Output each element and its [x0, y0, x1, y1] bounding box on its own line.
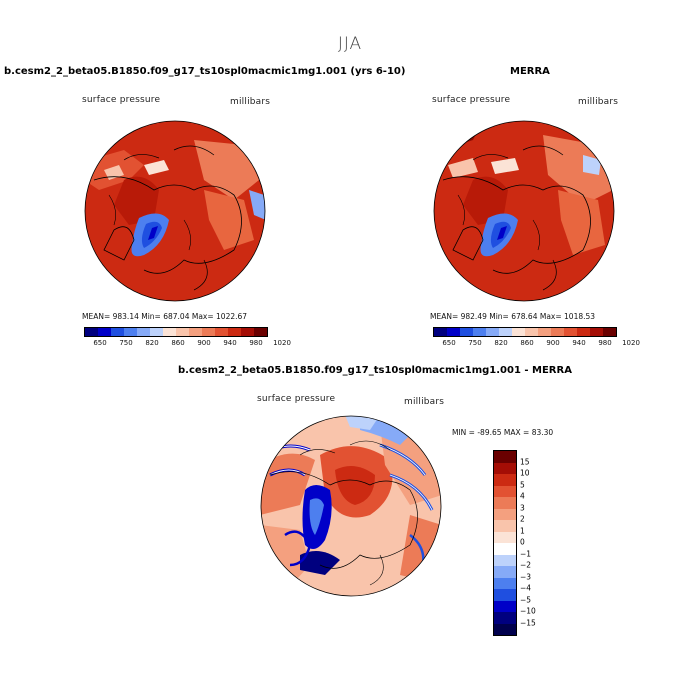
- colorbar-tick-label: −2: [520, 560, 532, 570]
- colorbar-swatch: [124, 328, 137, 336]
- colorbar-tick-label: 1: [520, 526, 525, 535]
- colorbar-swatch: [494, 577, 516, 589]
- colorbar-swatch: [202, 328, 215, 336]
- colorbar-swatch: [434, 328, 447, 336]
- colorbar-tick-label: −1: [520, 549, 532, 558]
- obs-field-label: surface pressure: [432, 95, 511, 105]
- colorbar-tick-label: −4: [520, 583, 532, 593]
- colorbar-swatch: [254, 328, 267, 336]
- colorbar-tick-label: 2: [520, 514, 525, 524]
- colorbar-swatch: [494, 623, 516, 635]
- colorbar-tick-label: −15: [520, 618, 536, 627]
- colorbar-swatch: [486, 328, 499, 336]
- season-title: JJA: [337, 34, 363, 54]
- colorbar-swatch: [473, 328, 486, 336]
- colorbar-swatch: [189, 328, 202, 336]
- colorbar-swatch: [494, 531, 516, 543]
- colorbar-tick-label: 0: [520, 537, 525, 547]
- colorbar-tick-label: −10: [520, 606, 536, 616]
- colorbar-swatch: [85, 328, 98, 336]
- colorbar-swatch: [494, 520, 516, 532]
- colorbar-tick-label: 820: [494, 339, 508, 347]
- colorbar-swatch: [494, 462, 516, 474]
- diff-colorbar: [493, 450, 517, 636]
- colorbar-tick-label: 860: [171, 339, 185, 347]
- colorbar-swatch: [228, 328, 241, 336]
- colorbar-tick-label: 650: [93, 339, 107, 347]
- colorbar-swatch: [150, 328, 163, 336]
- colorbar-swatch: [603, 328, 616, 336]
- model-colorbar: [84, 327, 268, 337]
- model-polar-map: [84, 120, 266, 302]
- diff-polar-map: [260, 415, 442, 597]
- model-panel-title: b.cesm2_2_beta05.B1850.f09_g17_ts10spl0m…: [4, 66, 406, 77]
- diff-units-label: millibars: [404, 397, 445, 407]
- colorbar-tick-label: 3: [520, 503, 525, 512]
- colorbar-swatch: [551, 328, 564, 336]
- colorbar-swatch: [494, 612, 516, 624]
- colorbar-tick-label: 940: [572, 339, 586, 347]
- colorbar-swatch: [577, 328, 590, 336]
- model-units-label: millibars: [230, 97, 271, 107]
- colorbar-tick-label: 860: [520, 339, 534, 347]
- colorbar-swatch: [494, 554, 516, 566]
- colorbar-swatch: [494, 600, 516, 612]
- diff-panel-title: b.cesm2_2_beta05.B1850.f09_g17_ts10spl0m…: [178, 365, 572, 376]
- colorbar-tick-label: −3: [520, 572, 532, 581]
- colorbar-swatch: [564, 328, 577, 336]
- obs-colorbar: [433, 327, 617, 337]
- colorbar-tick-label: 940: [223, 339, 237, 347]
- colorbar-tick-label: 10: [520, 468, 530, 478]
- colorbar-tick-label: 750: [119, 339, 133, 347]
- colorbar-swatch: [215, 328, 228, 336]
- colorbar-tick-label: 1020: [273, 339, 291, 347]
- model-field-label: surface pressure: [82, 95, 161, 105]
- colorbar-swatch: [494, 497, 516, 509]
- colorbar-swatch: [447, 328, 460, 336]
- diff-field-label: surface pressure: [257, 394, 336, 404]
- model-stats: MEAN= 983.14 Min= 687.04 Max= 1022.67: [82, 312, 248, 321]
- colorbar-swatch: [494, 451, 516, 463]
- colorbar-swatch: [163, 328, 176, 336]
- colorbar-swatch: [494, 566, 516, 578]
- colorbar-swatch: [494, 508, 516, 520]
- diff-colorbar-ticks: 15 10 5 4 3 2 1 0 −1 −2 −3 −4 −5 −10 −15: [520, 450, 550, 634]
- colorbar-swatch: [137, 328, 150, 336]
- colorbar-swatch: [499, 328, 512, 336]
- colorbar-tick-label: 820: [145, 339, 159, 347]
- colorbar-swatch: [98, 328, 111, 336]
- colorbar-swatch: [512, 328, 525, 336]
- colorbar-tick-label: 4: [520, 491, 525, 501]
- obs-colorbar-ticks: 650 750 820 860 900 940 980 1020: [433, 339, 643, 349]
- obs-panel-title: MERRA: [510, 66, 550, 77]
- colorbar-swatch: [590, 328, 603, 336]
- obs-units-label: millibars: [578, 97, 619, 107]
- colorbar-tick-label: 1020: [622, 339, 640, 347]
- colorbar-tick-label: 5: [520, 480, 525, 489]
- colorbar-swatch: [176, 328, 189, 336]
- obs-stats: MEAN= 982.49 Min= 678.64 Max= 1018.53: [430, 312, 596, 321]
- colorbar-swatch: [111, 328, 124, 336]
- colorbar-tick-label: 15: [520, 457, 530, 466]
- colorbar-swatch: [494, 589, 516, 601]
- colorbar-swatch: [494, 543, 516, 555]
- colorbar-tick-label: 980: [598, 339, 612, 347]
- diff-stats: MIN = -89.65 MAX = 83.30: [452, 428, 554, 437]
- colorbar-tick-label: 980: [249, 339, 263, 347]
- colorbar-tick-label: 900: [546, 339, 560, 347]
- colorbar-swatch: [525, 328, 538, 336]
- colorbar-swatch: [460, 328, 473, 336]
- colorbar-tick-label: 650: [442, 339, 456, 347]
- colorbar-swatch: [241, 328, 254, 336]
- model-colorbar-ticks: 650 750 820 860 900 940 980 1020: [84, 339, 294, 349]
- colorbar-tick-label: 750: [468, 339, 482, 347]
- colorbar-tick-label: −5: [520, 595, 532, 604]
- colorbar-swatch: [538, 328, 551, 336]
- colorbar-swatch: [494, 485, 516, 497]
- obs-polar-map: [433, 120, 615, 302]
- colorbar-swatch: [494, 474, 516, 486]
- colorbar-tick-label: 900: [197, 339, 211, 347]
